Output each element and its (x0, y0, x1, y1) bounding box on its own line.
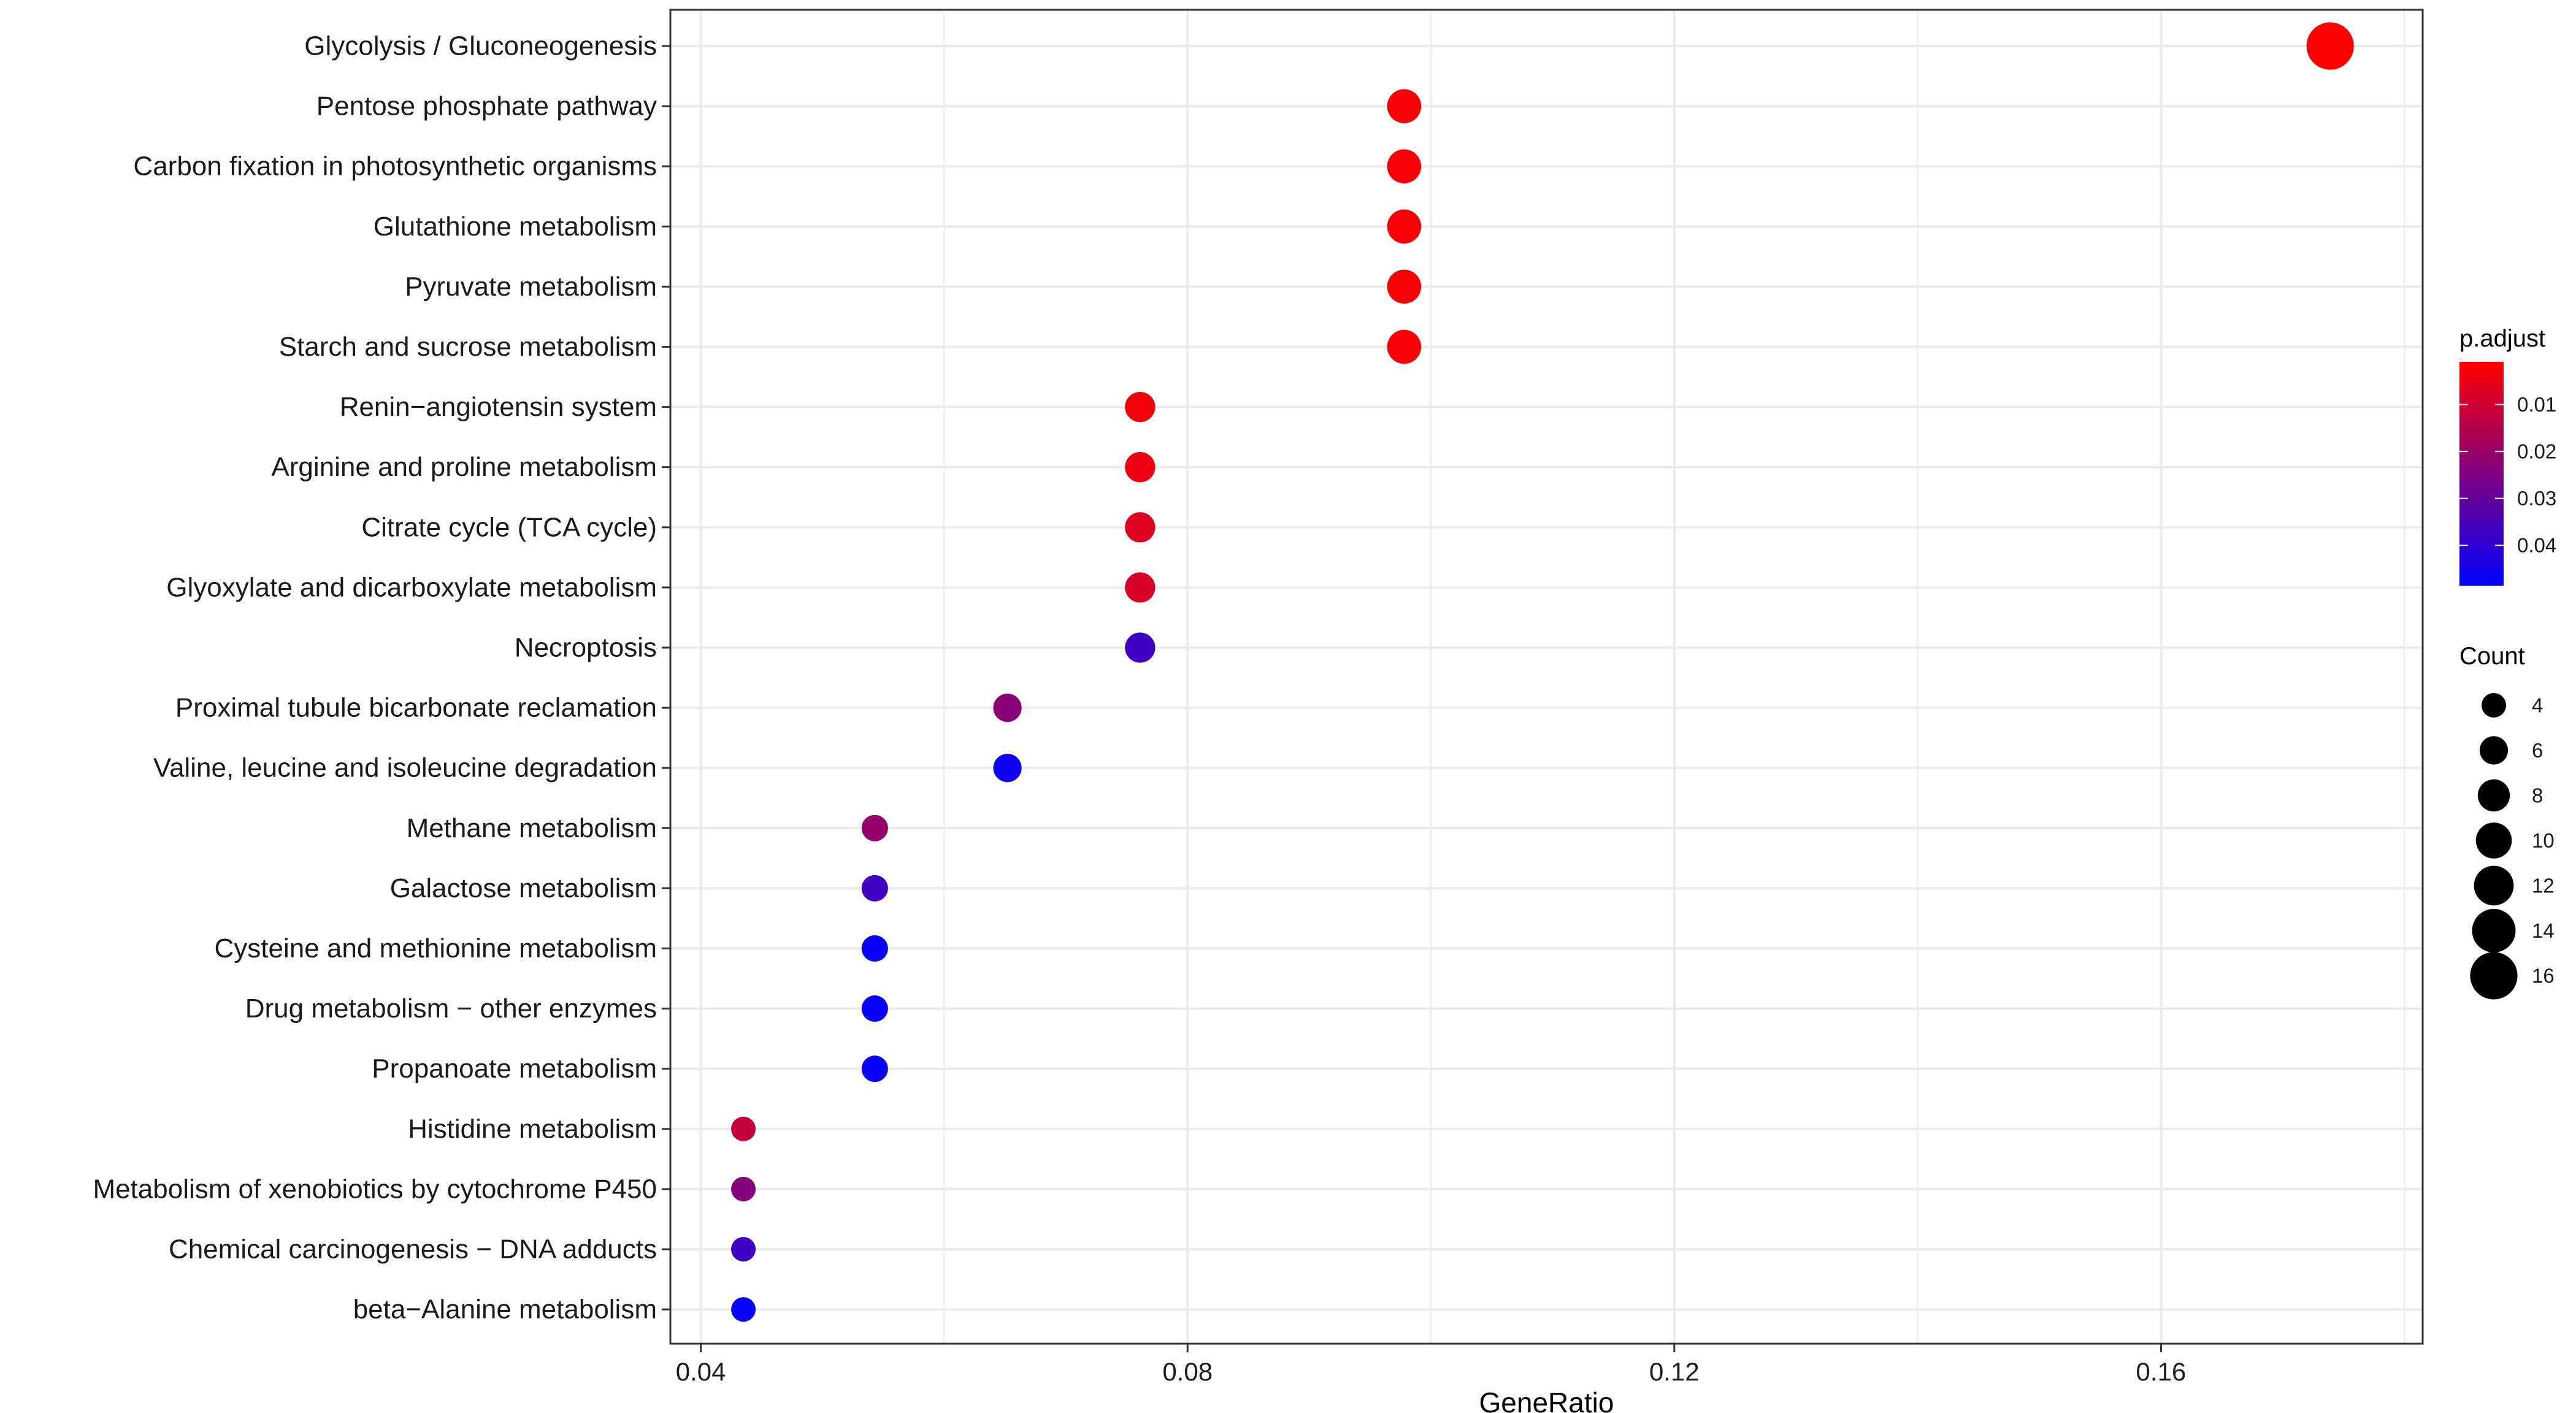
data-point (861, 875, 888, 902)
data-point (731, 1237, 756, 1262)
y-tick-label: Chemical carcinogenesis − DNA adducts (169, 1235, 657, 1265)
y-tick-label: Glutathione metabolism (374, 212, 657, 242)
color-legend-title: p.adjust (2459, 325, 2545, 352)
data-point (861, 995, 888, 1022)
size-legend-label: 14 (2532, 919, 2555, 942)
data-point (1125, 572, 1156, 603)
y-tick-label: Carbon fixation in photosynthetic organi… (133, 151, 657, 182)
data-point (1387, 329, 1422, 364)
y-tick-label: Proximal tubule bicarbonate reclamation (175, 693, 657, 723)
size-legend-label: 10 (2532, 829, 2555, 852)
data-point (1125, 512, 1156, 543)
size-legend: Count 4 6 8 10 12 14 16 (2459, 643, 2555, 1000)
x-tick-label: 0.08 (1162, 1357, 1213, 1386)
data-point (1125, 452, 1156, 483)
size-legend-dot (2474, 865, 2514, 906)
size-legend-label: 8 (2532, 784, 2543, 807)
size-legend-dot (2477, 779, 2510, 812)
y-tick-label: Pentose phosphate pathway (316, 91, 657, 121)
size-legend-dot (2479, 736, 2509, 765)
y-tick-label: beta−Alanine metabolism (353, 1295, 657, 1325)
y-tick-label: Renin−angiotensin system (340, 392, 657, 422)
size-legend-dot (2475, 822, 2512, 859)
y-tick-label: Propanoate metabolism (372, 1054, 657, 1084)
data-point (1387, 89, 1422, 123)
y-tick-label: Glyoxylate and dicarboxylate metabolism (166, 572, 657, 602)
data-points (731, 22, 2354, 1322)
size-legend-keys: 4 6 8 10 12 14 16 (2470, 693, 2555, 1000)
y-tick-label: Valine, leucine and isoleucine degradati… (153, 753, 657, 783)
x-tick-label: 0.16 (2136, 1357, 2187, 1386)
y-tick-label: Methane metabolism (407, 813, 657, 843)
data-point (1387, 149, 1422, 183)
y-tick-label: Starch and sucrose metabolism (279, 332, 657, 362)
size-legend-label: 4 (2532, 694, 2543, 717)
x-axis-title: GeneRatio (1479, 1387, 1614, 1413)
size-legend-dot (2470, 952, 2518, 1000)
x-tick-label: 0.12 (1649, 1357, 1700, 1386)
y-tick-label: Pyruvate metabolism (405, 272, 657, 302)
color-legend-ticks: 0.01 0.02 0.03 0.04 (2459, 393, 2556, 557)
panel-border (669, 9, 2424, 1345)
size-legend-label: 16 (2532, 965, 2555, 987)
size-legend-dot (2482, 693, 2506, 718)
size-legend-label: 12 (2532, 875, 2555, 897)
y-tick-label: Glycolysis / Gluconeogenesis (304, 31, 657, 61)
data-point (1387, 209, 1422, 244)
color-legend-label: 0.04 (2517, 534, 2556, 557)
y-axis: Glycolysis / Gluconeogenesis Pentose phos… (93, 31, 670, 1325)
data-point (731, 1297, 756, 1322)
data-point (861, 814, 888, 841)
size-legend-label: 6 (2532, 739, 2543, 762)
data-point (861, 1055, 888, 1082)
y-tick-label: Galactose metabolism (390, 873, 657, 903)
color-legend: p.adjust 0.01 0.02 0.03 0.04 (2459, 325, 2556, 586)
data-point (731, 1116, 756, 1141)
y-tick-label: Arginine and proline metabolism (271, 452, 657, 482)
y-tick-label: Necroptosis (515, 633, 657, 663)
data-point (993, 694, 1022, 722)
data-point (993, 754, 1022, 783)
plot-panel (669, 9, 2424, 1345)
color-legend-bar (2459, 362, 2504, 586)
x-tick-label: 0.04 (676, 1357, 726, 1386)
x-axis: 0.04 0.08 0.12 0.16 (676, 1344, 2187, 1386)
y-tick-label: Metabolism of xenobiotics by cytochrome … (93, 1174, 657, 1204)
y-tick-label: Drug metabolism − other enzymes (245, 994, 657, 1024)
grid-lines (670, 10, 2423, 1344)
size-legend-title: Count (2459, 643, 2525, 670)
data-point (2306, 22, 2354, 70)
data-point (1125, 632, 1156, 663)
data-point (861, 935, 888, 962)
color-legend-label: 0.03 (2517, 487, 2556, 510)
y-tick-label: Histidine metabolism (408, 1114, 657, 1144)
color-legend-label: 0.02 (2517, 440, 2556, 463)
data-point (731, 1176, 756, 1201)
color-legend-label: 0.01 (2517, 393, 2556, 416)
y-tick-label: Citrate cycle (TCA cycle) (361, 512, 657, 542)
data-point (1125, 391, 1156, 423)
size-legend-dot (2472, 909, 2516, 952)
data-point (1387, 269, 1422, 304)
y-tick-label: Cysteine and methionine metabolism (215, 933, 657, 963)
